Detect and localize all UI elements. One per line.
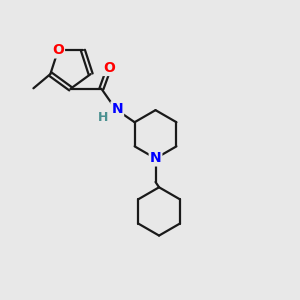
Text: O: O xyxy=(103,61,115,75)
Text: H: H xyxy=(98,111,109,124)
Text: N: N xyxy=(111,102,123,116)
Text: N: N xyxy=(150,152,161,165)
Text: O: O xyxy=(52,44,64,57)
